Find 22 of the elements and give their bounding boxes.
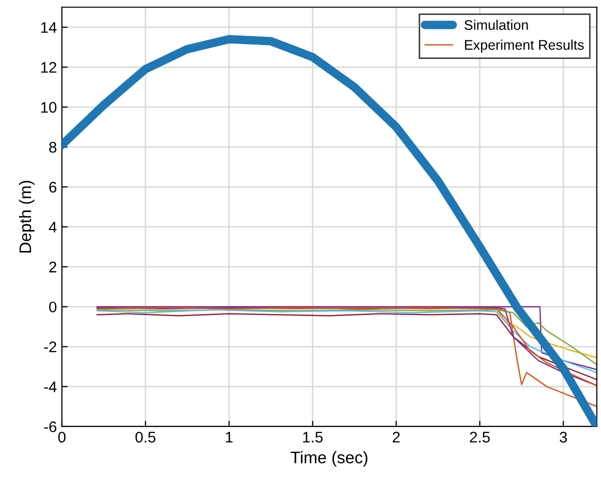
y-tick-label: 12 (41, 62, 56, 73)
legend-label: Simulation (464, 20, 528, 30)
x-tick-label: 0.5 (135, 432, 156, 443)
legend-label: Experiment Results (465, 40, 584, 53)
x-tick-label: 1.5 (303, 432, 323, 443)
y-tick-label: -2 (44, 342, 56, 352)
x-tick-label: 3 (560, 432, 567, 443)
y-tick-label: -4 (44, 382, 57, 392)
y-tick-label: 0 (49, 302, 56, 312)
y-tick-label: 4 (48, 222, 57, 232)
x-tick-label: 2 (392, 432, 400, 442)
y-tick-label: 2 (49, 262, 56, 272)
y-tick-label: 10 (41, 102, 56, 113)
x-tick-label: 0 (58, 432, 66, 443)
x-tick-label: 1 (226, 432, 233, 442)
y-tick-label: -6 (44, 421, 56, 432)
y-tick-label: 14 (41, 22, 57, 33)
y-axis-title: Depth (m) (18, 180, 34, 253)
x-tick-label: 2.5 (470, 432, 490, 443)
x-axis-title: Time (sec) (290, 451, 368, 467)
y-tick-label: 6 (49, 182, 56, 193)
y-tick-label: 8 (49, 142, 56, 153)
